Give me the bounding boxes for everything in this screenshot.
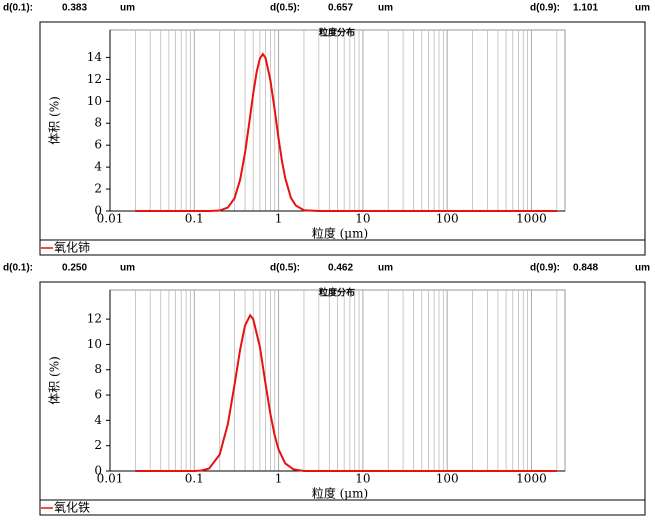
- y-tick-label: 2: [94, 438, 102, 452]
- stat-value: 0.462: [328, 263, 353, 274]
- chart-title: 粒度分布: [319, 287, 355, 299]
- stat-unit: um: [120, 263, 135, 274]
- y-tick-label: 10: [87, 337, 102, 351]
- y-tick-label: 12: [87, 312, 102, 326]
- stat-unit: um: [378, 263, 393, 274]
- stat-label: d(0.1):: [3, 3, 33, 14]
- stat-unit: um: [635, 3, 650, 14]
- y-tick-label: 4: [94, 160, 102, 174]
- x-tick-label: 1000: [516, 212, 547, 226]
- series-line: [135, 313, 557, 472]
- y-tick-label: 6: [94, 388, 102, 402]
- stat-unit: um: [120, 3, 135, 14]
- x-tick-label: 100: [436, 212, 459, 226]
- stat-value: 0.250: [62, 263, 87, 274]
- chart-frame: [39, 21, 646, 256]
- y-tick-label: 8: [94, 116, 102, 130]
- stat-label: d(0.5):: [270, 263, 300, 274]
- x-tick-label: 0.1: [185, 472, 204, 486]
- stat-label: d(0.9):: [530, 3, 560, 14]
- stat-unit: um: [635, 263, 650, 274]
- chart-title: 粒度分布: [319, 27, 355, 39]
- x-tick-label: 10: [355, 212, 370, 226]
- stat-value: 1.101: [573, 3, 598, 14]
- x-tick-label: 0.01: [97, 472, 124, 486]
- stat-label: d(0.1):: [3, 263, 33, 274]
- x-tick-label: 100: [436, 472, 459, 486]
- y-tick-label: 0: [94, 464, 102, 478]
- y-tick-label: 8: [94, 362, 102, 376]
- y-axis-label: 体积 (%): [48, 356, 62, 405]
- x-tick-label: 10: [355, 472, 370, 486]
- y-tick-label: 0: [94, 204, 102, 218]
- stat-unit: um: [378, 3, 393, 14]
- y-tick-label: 12: [87, 72, 102, 86]
- y-tick-label: 4: [94, 413, 102, 427]
- stat-value: 0.383: [62, 3, 87, 14]
- x-tick-label: 1000: [516, 472, 547, 486]
- y-tick-label: 2: [94, 182, 102, 196]
- chart-frame: [39, 281, 646, 516]
- stat-value: 0.657: [328, 3, 353, 14]
- x-tick-label: 0.1: [185, 212, 204, 226]
- stat-label: d(0.5):: [270, 3, 300, 14]
- x-tick-label: 0.01: [97, 212, 124, 226]
- x-tick-label: 1: [275, 212, 283, 226]
- x-axis-label: 粒度 (μm): [312, 226, 368, 241]
- x-axis-label: 粒度 (μm): [312, 486, 368, 501]
- series-line: [135, 52, 557, 212]
- legend-label: 氧化铈: [54, 240, 90, 255]
- y-axis-label: 体积 (%): [48, 96, 62, 145]
- y-tick-label: 10: [87, 94, 102, 108]
- x-tick-label: 1: [275, 472, 283, 486]
- y-tick-label: 14: [87, 50, 103, 64]
- legend-label: 氧化铁: [54, 501, 90, 515]
- stat-label: d(0.9):: [530, 263, 560, 274]
- stat-value: 0.848: [573, 263, 598, 274]
- y-tick-label: 6: [94, 138, 102, 152]
